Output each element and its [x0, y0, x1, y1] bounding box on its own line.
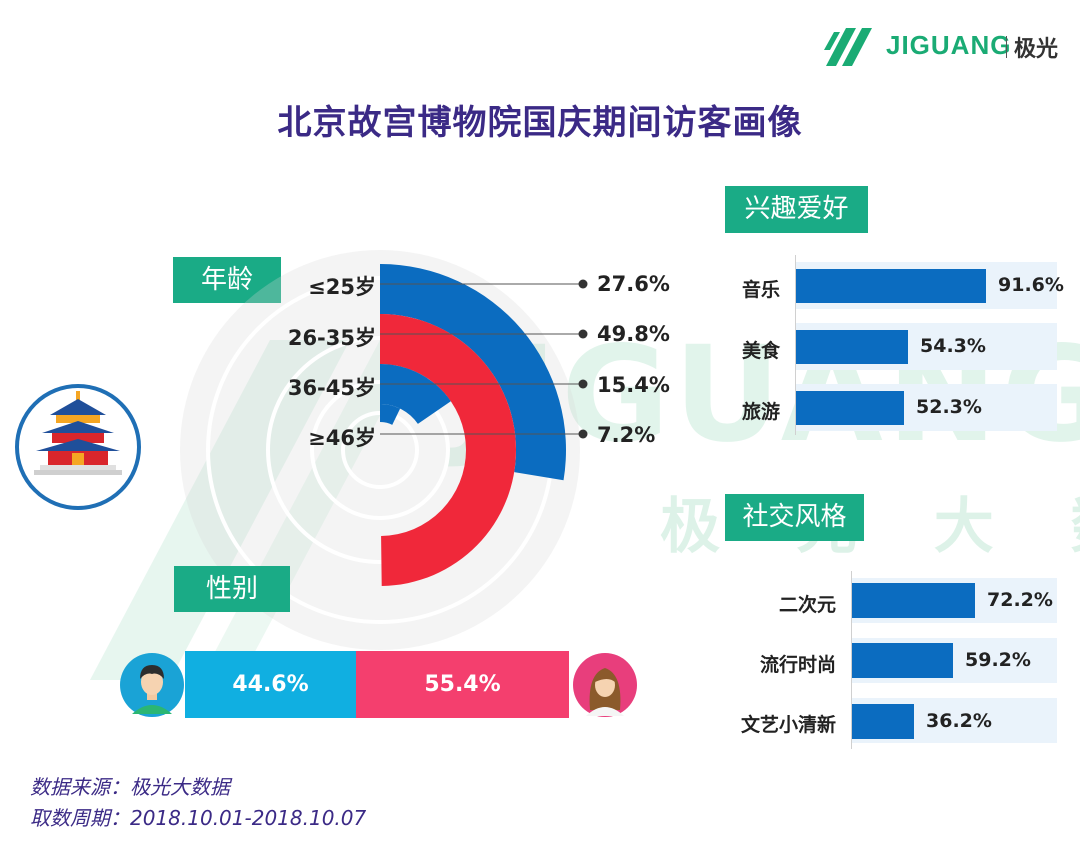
gender-male-segment: 44.6%	[185, 651, 356, 718]
temple-of-heaven-icon	[15, 384, 141, 510]
age-value-under25: 27.6%	[597, 272, 670, 296]
age-value-26-35: 49.8%	[597, 322, 670, 346]
age-leader-dot-3	[578, 429, 588, 439]
interest-label: 美食	[741, 340, 780, 362]
social-label: 二次元	[778, 594, 836, 616]
age-label-over46: ≥46岁	[308, 426, 376, 450]
age-value-36-45: 15.4%	[597, 373, 670, 397]
age-arc-2	[380, 364, 451, 424]
radial-bars	[380, 264, 566, 586]
age-leader-dot-1	[578, 329, 588, 339]
interest-axis	[795, 255, 796, 435]
social-bar-2	[852, 704, 914, 739]
age-tag: 年龄	[173, 257, 281, 303]
interest-value-2: 52.3%	[916, 396, 982, 418]
interest-value-0: 91.6%	[998, 274, 1064, 296]
age-leader-dot-2	[578, 379, 588, 389]
social-label: 文艺小清新	[740, 714, 836, 736]
brand-name: JIGUANG	[886, 30, 1012, 60]
social-value-1: 59.2%	[965, 648, 1031, 671]
gender-female-segment: 55.4%	[356, 651, 569, 718]
age-label-36-45: 36-45岁	[287, 376, 376, 400]
social-label: 流行时尚	[759, 654, 836, 676]
page-title: 北京故宫博物院国庆期间访客画像	[277, 103, 803, 143]
female-avatar-icon	[573, 653, 637, 717]
social-value-0: 72.2%	[987, 588, 1053, 611]
social-value-2: 36.2%	[926, 709, 992, 732]
interest-value-1: 54.3%	[920, 335, 986, 357]
social-bar-0	[852, 583, 975, 618]
interest-bar-1	[796, 330, 908, 364]
age-arc-3	[380, 404, 401, 425]
brand-name-cn: 极光	[1014, 37, 1059, 62]
age-leader-dot-0	[578, 279, 588, 289]
age-label-under25: ≤25岁	[308, 275, 376, 299]
interest-label: 旅游	[741, 401, 780, 423]
radial-leaders	[380, 279, 588, 439]
age-label-26-35: 26-35岁	[287, 326, 376, 350]
jiguang-logo-icon	[824, 28, 872, 66]
data-source: 数据来源：极光大数据	[30, 775, 230, 799]
interest-bar-0	[796, 269, 986, 303]
age-arc-0	[380, 264, 566, 481]
interest-label: 音乐	[741, 279, 780, 301]
social-tag: 社交风格	[725, 494, 864, 541]
age-value-over46: 7.2%	[597, 423, 656, 447]
data-period: 取数周期：2018.10.01-2018.10.07	[30, 806, 367, 830]
social-axis	[851, 571, 852, 749]
brand-separator	[1006, 36, 1007, 58]
gender-bar: 44.6% 55.4%	[185, 651, 569, 718]
brand-logo: JIGUANG 极光	[820, 22, 1060, 72]
male-avatar-icon	[120, 653, 184, 717]
gender-tag: 性别	[174, 566, 290, 612]
social-bar-1	[852, 643, 953, 678]
interests-tag: 兴趣爱好	[725, 186, 868, 233]
interest-bar-2	[796, 391, 904, 425]
age-arc-1	[380, 314, 516, 586]
